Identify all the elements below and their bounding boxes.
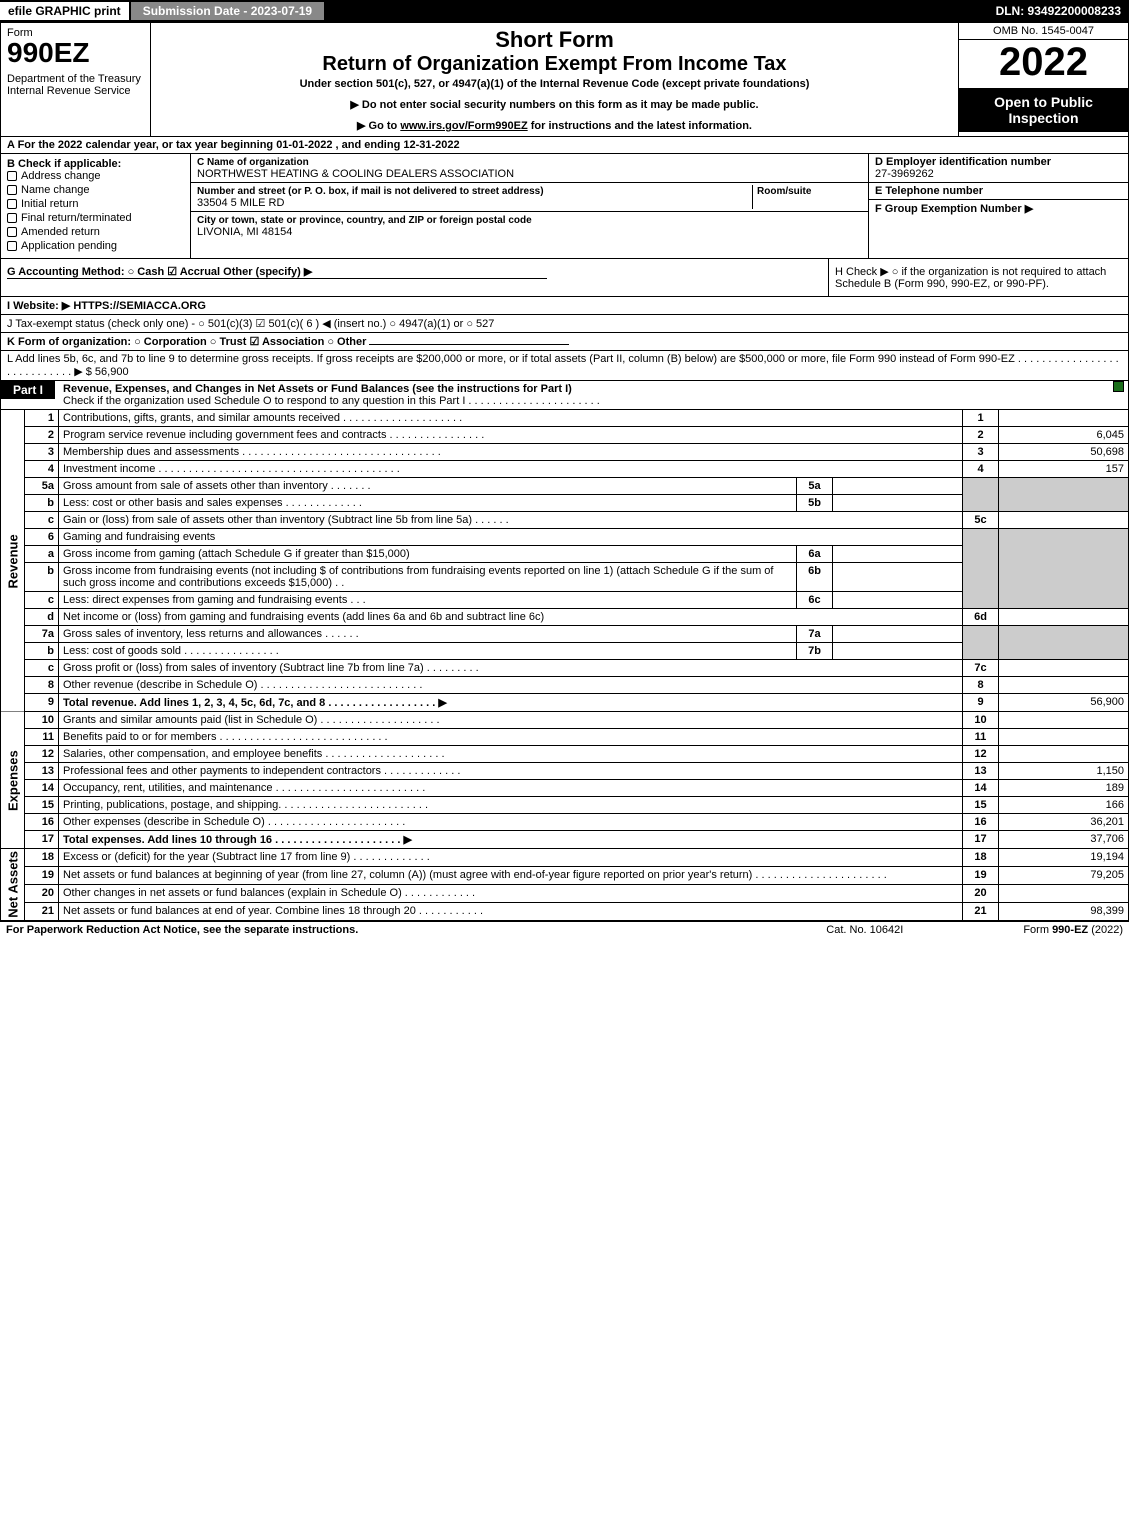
part1-header: Part I Revenue, Expenses, and Changes in… (0, 381, 1129, 410)
table-row: Revenue 1 Contributions, gifts, grants, … (1, 410, 1129, 427)
checkbox-icon[interactable] (7, 213, 17, 223)
table-row: 21Net assets or fund balances at end of … (1, 902, 1129, 920)
table-row: bGross income from fundraising events (n… (1, 563, 1129, 592)
department: Department of the Treasury Internal Reve… (7, 73, 144, 97)
header-center: Short Form Return of Organization Exempt… (151, 23, 958, 136)
header-right: OMB No. 1545-0047 2022 Open to Public In… (958, 23, 1128, 136)
part1-checkbox[interactable] (1108, 381, 1128, 395)
table-row: 16Other expenses (describe in Schedule O… (1, 814, 1129, 831)
table-row: 6Gaming and fundraising events (1, 529, 1129, 546)
section-g: G Accounting Method: ○ Cash ☑ Accrual Ot… (1, 259, 828, 296)
irs-link[interactable]: www.irs.gov/Form990EZ (400, 120, 527, 132)
table-row: 7aGross sales of inventory, less returns… (1, 626, 1129, 643)
form-of-org: K Form of organization: ○ Corporation ○ … (7, 336, 366, 348)
gh-row: G Accounting Method: ○ Cash ☑ Accrual Ot… (0, 259, 1129, 297)
city: LIVONIA, MI 48154 (197, 226, 292, 238)
tax-year: 2022 (959, 40, 1128, 84)
paperwork-notice: For Paperwork Reduction Act Notice, see … (6, 924, 358, 936)
city-cell: City or town, state or province, country… (191, 212, 868, 240)
section-i: I Website: ▶ HTTPS://SEMIACCA.ORG (0, 297, 1129, 315)
ssn-note: ▶ Do not enter social security numbers o… (157, 98, 952, 111)
page-footer: For Paperwork Reduction Act Notice, see … (0, 921, 1129, 938)
dln: DLN: 93492200008233 (988, 2, 1129, 20)
gen-cell: F Group Exemption Number ▶ (869, 200, 1128, 258)
checkbox-icon[interactable] (7, 241, 17, 251)
omb-number: OMB No. 1545-0047 (959, 23, 1128, 40)
table-row: aGross income from gaming (attach Schedu… (1, 546, 1129, 563)
row-a: A For the 2022 calendar year, or tax yea… (0, 137, 1129, 154)
table-row: Net Assets 18Excess or (deficit) for the… (1, 849, 1129, 867)
section-c: C Name of organization NORTHWEST HEATING… (191, 154, 868, 258)
submission-date: Submission Date - 2023-07-19 (129, 0, 326, 22)
table-row: 20Other changes in net assets or fund ba… (1, 884, 1129, 902)
chk-address: Address change (7, 170, 184, 182)
header-left: Form 990EZ Department of the Treasury In… (1, 23, 151, 136)
section-h: H Check ▶ ○ if the organization is not r… (828, 259, 1128, 296)
table-row: 17Total expenses. Add lines 10 through 1… (1, 831, 1129, 849)
table-row: bLess: cost or other basis and sales exp… (1, 495, 1129, 512)
table-row: 11Benefits paid to or for members . . . … (1, 729, 1129, 746)
info-row: B Check if applicable: Address change Na… (0, 154, 1129, 259)
chk-name: Name change (7, 184, 184, 196)
checkbox-checked-icon (1113, 381, 1124, 392)
goto-note: ▶ Go to www.irs.gov/Form990EZ for instru… (157, 119, 952, 132)
table-row: dNet income or (loss) from gaming and fu… (1, 609, 1129, 626)
netassets-sidebar: Net Assets (1, 849, 25, 921)
top-bar: efile GRAPHIC print Submission Date - 20… (0, 0, 1129, 22)
street-cell: Number and street (or P. O. box, if mail… (191, 183, 868, 212)
table-row: cGain or (loss) from sale of assets othe… (1, 512, 1129, 529)
form-title: Return of Organization Exempt From Incom… (157, 53, 952, 76)
section-def: D Employer identification number 27-3969… (868, 154, 1128, 258)
chk-initial: Initial return (7, 198, 184, 210)
table-row: 14Occupancy, rent, utilities, and mainte… (1, 780, 1129, 797)
table-row: 19Net assets or fund balances at beginni… (1, 866, 1129, 884)
short-form-title: Short Form (157, 27, 952, 53)
accounting-method: G Accounting Method: ○ Cash ☑ Accrual Ot… (7, 265, 547, 279)
table-row: 12Salaries, other compensation, and empl… (1, 746, 1129, 763)
chk-final: Final return/terminated (7, 212, 184, 224)
part1-tab: Part I (1, 381, 55, 399)
revenue-sidebar: Revenue (1, 410, 25, 712)
street: 33504 5 MILE RD (197, 197, 284, 209)
table-row: 9Total revenue. Add lines 1, 2, 3, 4, 5c… (1, 694, 1129, 712)
checkbox-icon[interactable] (7, 171, 17, 181)
part1-table: Revenue 1 Contributions, gifts, grants, … (0, 410, 1129, 921)
table-row: cLess: direct expenses from gaming and f… (1, 592, 1129, 609)
table-row: 2Program service revenue including gover… (1, 427, 1129, 444)
table-row: 13Professional fees and other payments t… (1, 763, 1129, 780)
table-row: Expenses 10Grants and similar amounts pa… (1, 712, 1129, 729)
section-b: B Check if applicable: Address change Na… (1, 154, 191, 258)
table-row: cGross profit or (loss) from sales of in… (1, 660, 1129, 677)
checkbox-icon[interactable] (7, 199, 17, 209)
section-j: J Tax-exempt status (check only one) - ○… (0, 315, 1129, 333)
phone-cell: E Telephone number (869, 183, 1128, 200)
table-row: 4Investment income . . . . . . . . . . .… (1, 461, 1129, 478)
form-ref: Form 990-EZ (2022) (1023, 924, 1123, 936)
section-k: K Form of organization: ○ Corporation ○ … (0, 333, 1129, 351)
org-name: NORTHWEST HEATING & COOLING DEALERS ASSO… (197, 168, 514, 180)
table-row: 8Other revenue (describe in Schedule O) … (1, 677, 1129, 694)
chk-amended: Amended return (7, 226, 184, 238)
efile-label: efile GRAPHIC print (0, 2, 129, 20)
part1-title: Revenue, Expenses, and Changes in Net As… (55, 381, 1108, 409)
chk-pending: Application pending (7, 240, 184, 252)
table-row: bLess: cost of goods sold . . . . . . . … (1, 643, 1129, 660)
table-row: 15Printing, publications, postage, and s… (1, 797, 1129, 814)
website-label: I Website: ▶ HTTPS://SEMIACCA.ORG (7, 300, 206, 312)
form-number: 990EZ (7, 39, 144, 67)
expenses-sidebar: Expenses (1, 712, 25, 849)
table-row: 3Membership dues and assessments . . . .… (1, 444, 1129, 461)
open-to-public: Open to Public Inspection (959, 88, 1128, 132)
form-subtitle: Under section 501(c), 527, or 4947(a)(1)… (157, 78, 952, 90)
org-name-cell: C Name of organization NORTHWEST HEATING… (191, 154, 868, 183)
form-header: Form 990EZ Department of the Treasury In… (0, 22, 1129, 137)
ein: 27-3969262 (875, 168, 934, 180)
checkbox-icon[interactable] (7, 185, 17, 195)
ein-cell: D Employer identification number 27-3969… (869, 154, 1128, 183)
table-row: 5aGross amount from sale of assets other… (1, 478, 1129, 495)
section-l: L Add lines 5b, 6c, and 7b to line 9 to … (0, 351, 1129, 381)
cat-no: Cat. No. 10642I (826, 924, 903, 936)
checkbox-icon[interactable] (7, 227, 17, 237)
section-b-title: B Check if applicable: (7, 158, 184, 170)
